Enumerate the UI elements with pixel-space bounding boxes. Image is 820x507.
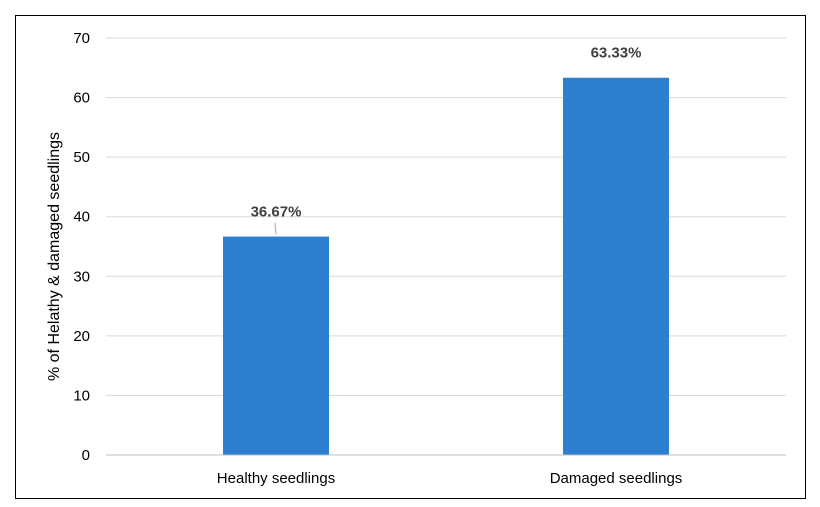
chart-frame: [15, 15, 806, 499]
gridlines: [106, 37, 786, 396]
y-tick-label: 30: [73, 268, 90, 285]
y-tick-label: 70: [73, 30, 90, 47]
y-tick-label: 50: [73, 149, 90, 166]
y-tick-label: 10: [73, 387, 90, 404]
bar: [223, 236, 329, 455]
data-labels: 36.67% 63.33%: [251, 45, 642, 235]
data-label: 63.33%: [591, 45, 642, 62]
y-tick-labels: 0 10 20 30 40 50 60 70: [73, 30, 90, 464]
data-label-leader: [274, 222, 277, 235]
y-tick-label: 0: [82, 447, 90, 464]
y-tick-label: 20: [73, 328, 90, 345]
bars: [223, 77, 669, 456]
y-tick-label: 60: [73, 90, 90, 107]
data-label: 36.67%: [251, 204, 302, 221]
y-axis-title: % of Helathy & damaged seedlings: [46, 132, 63, 381]
category-labels: Healthy seedlings Damaged seedlings: [217, 470, 683, 487]
y-tick-label: 40: [73, 209, 90, 226]
bar: [563, 77, 669, 456]
category-label: Damaged seedlings: [550, 470, 683, 487]
category-label: Healthy seedlings: [217, 470, 335, 487]
